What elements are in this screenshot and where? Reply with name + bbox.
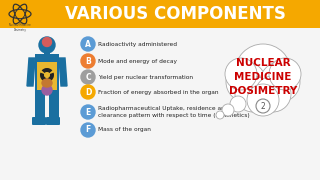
Polygon shape (59, 58, 67, 86)
Circle shape (247, 84, 279, 116)
Circle shape (225, 58, 257, 90)
Text: D: D (85, 87, 91, 96)
Wedge shape (48, 73, 54, 82)
Text: Radiopharmaceutical Uptake, residence and
clearance pattern with respect to time: Radiopharmaceutical Uptake, residence an… (98, 106, 250, 118)
Circle shape (39, 37, 55, 53)
FancyBboxPatch shape (44, 51, 50, 56)
Circle shape (81, 123, 95, 137)
Circle shape (256, 99, 270, 113)
Circle shape (81, 85, 95, 99)
Ellipse shape (42, 79, 52, 87)
Text: Mass of the organ: Mass of the organ (98, 127, 151, 132)
Text: Fraction of energy absorbed in the organ: Fraction of energy absorbed in the organ (98, 89, 219, 94)
FancyBboxPatch shape (32, 117, 46, 125)
Circle shape (42, 85, 52, 95)
Circle shape (39, 67, 55, 83)
Circle shape (81, 105, 95, 119)
Circle shape (81, 37, 95, 51)
Text: F: F (85, 125, 91, 134)
Circle shape (216, 111, 224, 119)
FancyBboxPatch shape (35, 92, 45, 120)
Text: 2: 2 (260, 102, 265, 111)
Text: Radioactivity administered: Radioactivity administered (98, 42, 177, 46)
Text: B: B (85, 57, 91, 66)
Circle shape (235, 44, 291, 100)
Circle shape (230, 96, 246, 112)
FancyBboxPatch shape (46, 117, 60, 125)
Circle shape (45, 73, 49, 77)
FancyBboxPatch shape (37, 62, 57, 90)
Circle shape (255, 76, 291, 112)
Text: A: A (85, 39, 91, 48)
Text: Yield per nuclear transformation: Yield per nuclear transformation (98, 75, 193, 80)
Circle shape (43, 37, 52, 46)
Text: Nuclear Medicine
Dosimetry: Nuclear Medicine Dosimetry (9, 23, 31, 32)
Text: VARIOUS COMPONENTS: VARIOUS COMPONENTS (65, 5, 285, 23)
Text: C: C (85, 73, 91, 82)
Text: E: E (85, 107, 91, 116)
FancyBboxPatch shape (0, 0, 320, 28)
Circle shape (260, 62, 300, 102)
FancyBboxPatch shape (35, 54, 59, 92)
Wedge shape (42, 68, 52, 73)
Text: Mode and energy of decay: Mode and energy of decay (98, 58, 177, 64)
Circle shape (17, 10, 23, 17)
Circle shape (222, 104, 234, 116)
Circle shape (81, 54, 95, 68)
Wedge shape (40, 73, 46, 82)
FancyBboxPatch shape (0, 28, 320, 180)
Circle shape (226, 62, 266, 102)
Circle shape (269, 58, 301, 90)
Polygon shape (27, 58, 35, 86)
Text: NUCLEAR
MEDICINE
DOSIMETRY: NUCLEAR MEDICINE DOSIMETRY (229, 58, 297, 96)
Circle shape (81, 70, 95, 84)
FancyBboxPatch shape (49, 92, 59, 120)
Circle shape (235, 76, 271, 112)
